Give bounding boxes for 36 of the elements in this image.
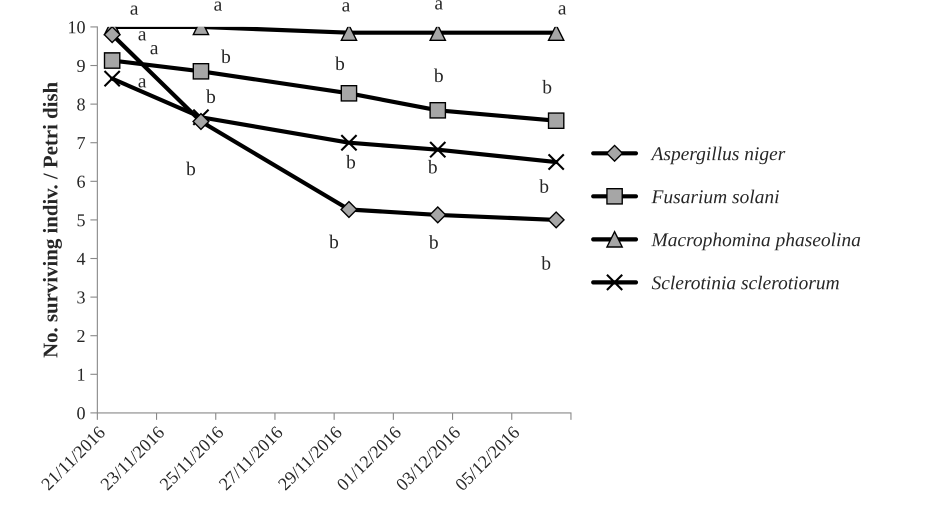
annotation: b xyxy=(329,234,338,248)
y-tick-label: 8 xyxy=(77,98,85,111)
y-tick-label: 3 xyxy=(77,291,85,304)
annotation: a xyxy=(214,1,222,11)
y-tick-label: 5 xyxy=(78,214,85,226)
y-tick-label: 1 xyxy=(78,368,84,381)
legend-label: Fusarium solani xyxy=(651,190,779,204)
annotation: b xyxy=(428,235,438,249)
annotation: b xyxy=(335,56,344,70)
y-tick-label: 7 xyxy=(78,137,86,149)
annotation: a xyxy=(558,5,566,15)
annotation: a xyxy=(342,2,350,12)
y-tick-label: 6 xyxy=(77,176,85,188)
annotation: b xyxy=(346,154,356,169)
annotation: b xyxy=(428,160,437,174)
legend-label: Sclerotinia sclerotiorum xyxy=(652,276,839,290)
y-tick-label: 0 xyxy=(77,407,85,420)
y-tick-label: 2 xyxy=(77,330,85,342)
y-axis-title: No. surviving indiv. / Petri dish xyxy=(42,82,62,358)
annotation: a xyxy=(150,45,158,54)
annotation: b xyxy=(186,162,196,176)
annotation: b xyxy=(541,256,550,270)
y-tick-label: 10 xyxy=(69,21,85,34)
annotation: b xyxy=(434,68,443,82)
annotation: a xyxy=(435,0,443,10)
annotation: b xyxy=(542,80,552,94)
annotation: a xyxy=(138,31,146,41)
annotation: b xyxy=(221,49,230,64)
legend-label: Macrophomina phaseolina xyxy=(651,232,860,250)
annotation: a xyxy=(138,78,146,88)
y-tick-label: 4 xyxy=(76,252,86,265)
y-tick-label: 9 xyxy=(77,60,85,72)
annotation: b xyxy=(539,179,548,193)
annotation: b xyxy=(206,89,216,104)
annotation: a xyxy=(130,5,138,15)
legend-label: Aspergillus niger xyxy=(650,146,786,164)
